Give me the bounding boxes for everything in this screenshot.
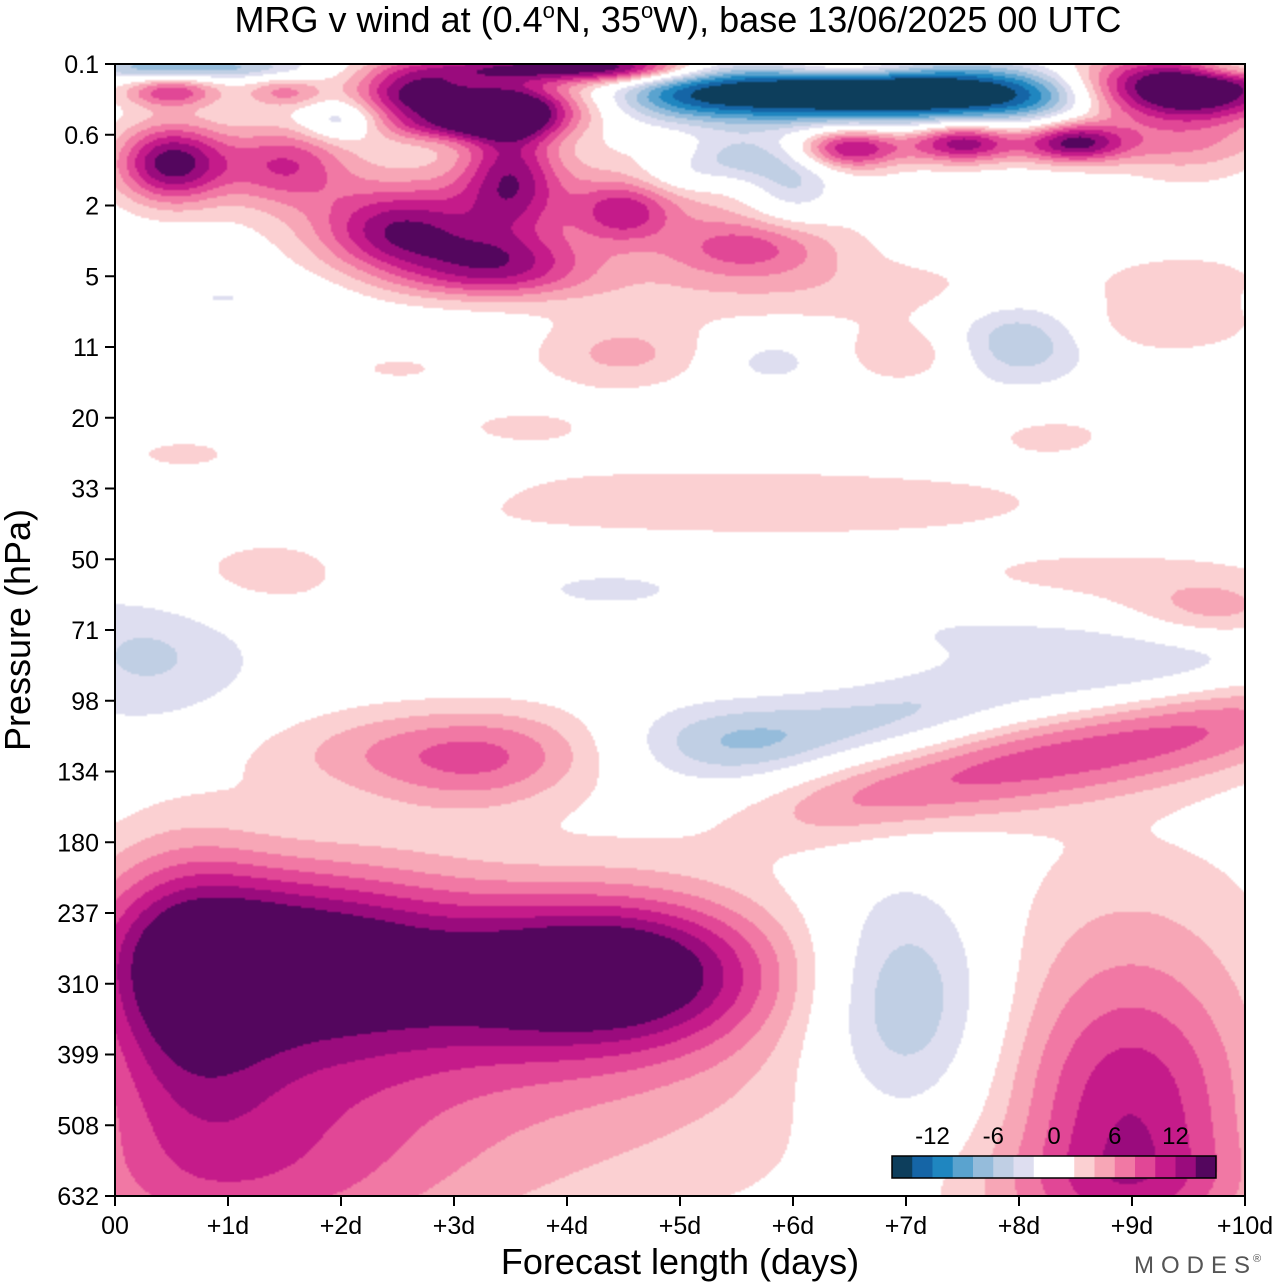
- colorbar-swatch: [1155, 1156, 1176, 1178]
- colorbar-swatch: [1013, 1156, 1035, 1178]
- colorbar-swatch: [1175, 1156, 1197, 1178]
- plot-area: [115, 64, 1245, 1196]
- colorbar-swatch: [993, 1156, 1014, 1178]
- colorbar: -12 -6 0 6 12: [891, 1123, 1217, 1179]
- degree-sign: o: [641, 0, 653, 23]
- y-tick-label: 5: [85, 263, 99, 291]
- x-tick-label: 00: [101, 1212, 129, 1240]
- x-tick-label: +10d: [1217, 1212, 1273, 1240]
- x-tick-label: +4d: [546, 1212, 588, 1240]
- y-tick-label: 0.1: [64, 51, 99, 79]
- y-tick-label: 134: [57, 759, 99, 787]
- colorbar-swatch: [1074, 1156, 1095, 1178]
- y-axis: 0.1 0.6 2 5 11 20 33 50 71 98 134 180 237 310 399 508 63…: [57, 51, 115, 1211]
- colorbar-swatch: [973, 1156, 994, 1178]
- title-mid2: W), base 13/06/2025 00 UTC: [653, 0, 1121, 40]
- x-tick-label: +7d: [885, 1212, 927, 1240]
- colorbar-tick-label: 6: [1108, 1123, 1121, 1150]
- y-tick-label: 11: [73, 334, 99, 362]
- colorbar-tick-label: -6: [983, 1123, 1004, 1150]
- colorbar-frame: [891, 1155, 1217, 1179]
- x-tick-label: +5d: [659, 1212, 701, 1240]
- x-axis-label: Forecast length (days): [501, 1241, 859, 1282]
- y-tick-label: 20: [71, 405, 99, 433]
- colorbar-swatch: [952, 1156, 974, 1178]
- colorbar-swatch: [932, 1156, 954, 1178]
- colorbar-tick-label: 12: [1162, 1123, 1189, 1150]
- colorbar-swatch: [1114, 1156, 1136, 1178]
- degree-sign: o: [543, 0, 555, 23]
- title-prefix: MRG v wind at (0.4: [235, 0, 543, 40]
- y-tick-label: 2: [85, 193, 99, 221]
- colorbar-swatch: [892, 1156, 913, 1178]
- colorbar-tick-label: 0: [1047, 1123, 1060, 1150]
- colorbar-swatch: [1135, 1156, 1156, 1178]
- colorbar-swatch: [1094, 1156, 1116, 1178]
- title-mid1: N, 35: [555, 0, 641, 40]
- v-wind-field: [115, 64, 1245, 1196]
- x-tick-label: +1d: [207, 1212, 249, 1240]
- x-tick-label: +6d: [772, 1212, 814, 1240]
- x-tick-label: +3d: [433, 1212, 475, 1240]
- y-tick-label: 98: [71, 688, 99, 716]
- chart-title: MRG v wind at (0.4oN, 35oW), base 13/06/…: [235, 0, 1122, 40]
- modes-brand: MODES: [1134, 1252, 1257, 1279]
- colorbar-swatch: [1033, 1156, 1055, 1178]
- colorbar-tick-label: -12: [915, 1123, 950, 1150]
- y-axis-label: Pressure (hPa): [0, 509, 38, 751]
- colorbar-swatch: [912, 1156, 933, 1178]
- y-tick-label: 237: [57, 900, 99, 928]
- y-tick-label: 632: [57, 1183, 99, 1211]
- y-tick-label: 50: [71, 546, 99, 574]
- y-tick-label: 399: [57, 1042, 99, 1070]
- y-tick-label: 71: [71, 617, 99, 645]
- y-tick-label: 310: [57, 971, 99, 999]
- x-tick-label: +9d: [1111, 1212, 1153, 1240]
- colorbar-swatch: [1195, 1156, 1217, 1178]
- x-tick-label: +8d: [998, 1212, 1040, 1240]
- y-tick-label: 0.6: [64, 122, 99, 150]
- brand-registered-mark: ®: [1253, 1253, 1261, 1265]
- y-tick-label: 180: [57, 829, 99, 857]
- y-tick-label: 33: [71, 476, 99, 504]
- x-tick-label: +2d: [320, 1212, 362, 1240]
- x-axis: 00 +1d +2d +3d +4d +5d +6d +7d +8d +9d +10d: [101, 1196, 1273, 1240]
- y-tick-label: 508: [57, 1112, 99, 1140]
- colorbar-swatch: [1054, 1156, 1075, 1178]
